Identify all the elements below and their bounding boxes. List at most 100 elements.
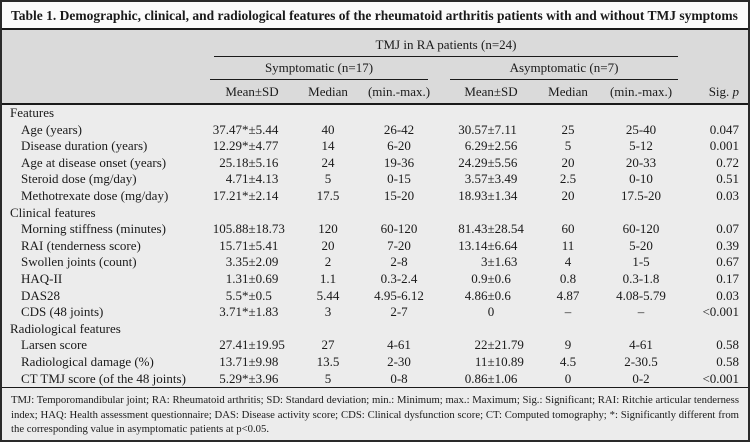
data-value: 60-120 (380, 221, 418, 237)
mean-sd-value: 11 ±10.89 (442, 354, 540, 371)
feature-label: Methotrexate dose (mg/day) (21, 187, 169, 203)
data-value: 5 (324, 171, 332, 187)
data-value: 4-61 (629, 337, 653, 353)
sig-value: <0.001 (702, 304, 740, 320)
data-value: 2-8 (390, 254, 408, 270)
data-value: 0-10 (629, 171, 653, 187)
table-number: Table 1. (11, 8, 57, 23)
data-value: 60 (561, 221, 575, 237)
mean-part: 81.43 (458, 221, 488, 237)
sd-part: 5.56 (494, 154, 518, 170)
data-value: 5.5* ±0.5 (204, 288, 300, 305)
sd-part: 4.77 (255, 138, 279, 154)
mean-part: 3 (480, 254, 488, 270)
plus-minus: ± (487, 187, 495, 203)
mean-sd-value: 105.88 ±18.73 (204, 221, 300, 238)
mean-part: 22 (474, 337, 488, 353)
plus-minus: ± (487, 171, 495, 187)
col-header-mean-sd-asymptomatic: Mean±SD (442, 80, 540, 105)
section-row: Clinical features (2, 205, 748, 222)
data-value: 11 ±10.89 (442, 354, 540, 371)
mean-part: 105.88 (212, 221, 249, 237)
mean-sd-value: 24.29 ±5.56 (442, 155, 540, 172)
sig-value: 0.58 (716, 337, 740, 353)
mean-part: 3.57 (464, 171, 488, 187)
col-header-sig-p: Sig. p (686, 80, 748, 105)
data-value: 3.35 ±2.09 (204, 254, 300, 271)
data-value: 15.71 ±5.41 (204, 238, 300, 255)
mean-part: 6.29 (464, 138, 488, 154)
mean-sd-value: 37.47* ±5.44 (204, 122, 300, 139)
data-value: – (564, 304, 572, 320)
table-row: CT TMJ score (of the 48 joints) 5.29* ±3.9… (2, 371, 748, 388)
data-value: 20 (321, 237, 335, 253)
feature-label: CDS (48 joints) (21, 304, 104, 320)
sd-part: 28.54 (494, 221, 524, 237)
feature-label: Age at disease onset (years) (21, 154, 167, 170)
data-value: 4.5 (559, 353, 577, 369)
data-value: 12.29* ±4.77 (204, 138, 300, 155)
data-value: 2-7 (390, 304, 408, 320)
sig-value: 0.67 (716, 254, 740, 270)
sd-part: 10.89 (494, 353, 524, 369)
data-value: 7-20 (387, 237, 411, 253)
data-value: 22 ±21.79 (442, 337, 540, 354)
table-row: Disease duration (years) 12.29* ±4.77 14 6-2… (2, 138, 748, 155)
table-row: Age at disease onset (years) 25.18 ±5.16 24… (2, 155, 748, 172)
sig-label: Sig. (708, 83, 733, 99)
data-value: 6.29 ±2.56 (442, 138, 540, 155)
data-value: 0.8 (559, 270, 577, 286)
section-row: Radiological features (2, 321, 748, 338)
mean-part: 25.18 (219, 154, 249, 170)
mean-sd-value: 4.86 ±0.6 (442, 288, 540, 305)
data-value: 18.93 ±1.34 (442, 188, 540, 205)
data-value: 6-20 (387, 138, 411, 154)
plus-minus: ± (248, 187, 256, 203)
sig-value: 0.03 (716, 187, 740, 203)
data-value: 1.1 (319, 270, 337, 286)
feature-label: DAS28 (21, 287, 61, 303)
data-value: 30.57 ±7.11 (442, 122, 540, 139)
sig-value: 0.047 (709, 121, 740, 137)
plus-minus: ± (487, 370, 495, 386)
plus-minus: ± (487, 353, 495, 369)
symptomatic-group-cell: Symptomatic (n=17) (204, 57, 442, 80)
sd-part: 3.49 (494, 171, 518, 187)
sd-part: 1.63 (494, 254, 518, 270)
spacer-cell (686, 30, 748, 57)
mean-sd-value: 3.71* ±1.83 (204, 304, 300, 321)
data-value: 24.29 ±5.56 (442, 155, 540, 172)
overall-group-cell: TMJ in RA patients (n=24) (204, 30, 686, 57)
data-value: 15-20 (383, 187, 415, 203)
mean-sd-value: 13.14 ±6.64 (442, 238, 540, 255)
table-row: Morning stiffness (minutes) 105.88 ±18.73 1… (2, 221, 748, 238)
mean-sd-value: 5.5* ±0.5 (204, 288, 300, 305)
data-value: 5-20 (629, 237, 653, 253)
mean-sd-value: 3 ±1.63 (442, 254, 540, 271)
sd-part: 3.96 (255, 370, 279, 386)
mean-part: 5.29* (219, 370, 249, 386)
mean-part: 24.29 (458, 154, 488, 170)
plus-minus: ± (248, 287, 256, 303)
data-value: 120 (318, 221, 338, 237)
mean-part: 0.9 (471, 270, 488, 286)
data-value: 25-40 (625, 121, 657, 137)
data-value: 4.86 ±0.6 (442, 288, 540, 305)
data-value: 0-15 (387, 171, 411, 187)
sd-part: 6.64 (494, 237, 518, 253)
mean-sd-value: 0.86 ±1.06 (442, 371, 540, 388)
mean-sd-value: 12.29* ±4.77 (204, 138, 300, 155)
data-value: 17.5-20 (620, 187, 662, 203)
data-value: 11 (561, 237, 575, 253)
plus-minus: ± (487, 221, 495, 237)
table-footnote: TMJ: Temporomandibular joint; RA: Rheuma… (2, 387, 748, 440)
data-value: 13.14 ±6.64 (442, 238, 540, 255)
feature-label: Steroid dose (mg/day) (21, 171, 137, 187)
data-value: 105.88 ±18.73 (204, 221, 300, 238)
data-value: 14 (321, 138, 335, 154)
data-value: 4.87 (556, 287, 580, 303)
plus-minus: ± (248, 270, 256, 286)
sig-value: 0.001 (709, 138, 740, 154)
section-label: Clinical features (10, 204, 96, 220)
